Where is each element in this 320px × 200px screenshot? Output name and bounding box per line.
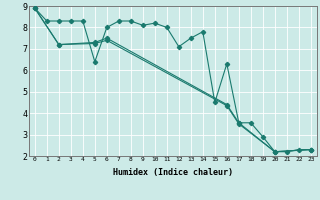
- X-axis label: Humidex (Indice chaleur): Humidex (Indice chaleur): [113, 168, 233, 177]
